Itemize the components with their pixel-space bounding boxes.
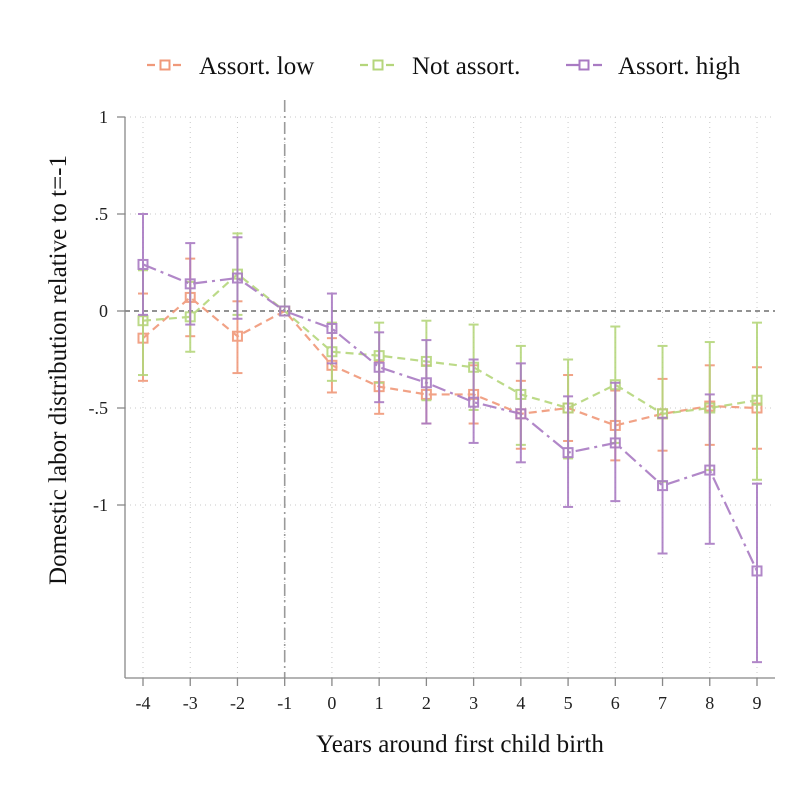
x-axis-title: Years around first child birth xyxy=(316,731,604,758)
data-point xyxy=(231,330,243,342)
data-point xyxy=(279,305,291,317)
data-point xyxy=(184,278,196,290)
data-point xyxy=(468,396,480,408)
x-tick-label: 9 xyxy=(753,693,762,713)
data-point xyxy=(515,408,527,420)
data-point xyxy=(326,322,338,334)
data-point xyxy=(751,394,763,406)
x-tick-label: -1 xyxy=(277,693,292,713)
series xyxy=(137,213,763,664)
legend-label: Assort. low xyxy=(199,53,314,80)
legend-item-1: Not assort. xyxy=(360,53,520,80)
series-line xyxy=(142,295,758,427)
data-point xyxy=(231,272,243,284)
data-point xyxy=(704,464,716,476)
y-tick-label: -1 xyxy=(93,495,108,515)
series-line xyxy=(142,263,758,572)
legend-marker xyxy=(372,59,384,71)
data-point xyxy=(562,447,574,459)
legend-marker xyxy=(578,59,590,71)
data-point xyxy=(420,377,432,389)
x-tick-label: 7 xyxy=(658,693,667,713)
legend-label: Not assort. xyxy=(412,53,520,80)
legend-label: Assort. high xyxy=(618,53,741,80)
y-tick-label: 0 xyxy=(99,301,108,321)
x-tick-label: 6 xyxy=(611,693,620,713)
x-tick-label: 1 xyxy=(375,693,384,713)
legend-item-0: Assort. low xyxy=(147,53,314,80)
x-tick-label: 0 xyxy=(327,693,336,713)
x-tick-label: 5 xyxy=(564,693,573,713)
x-tick-label: -4 xyxy=(136,693,151,713)
y-tick-label: -.5 xyxy=(89,398,109,418)
legend-item-2: Assort. high xyxy=(566,53,741,80)
data-point xyxy=(751,565,763,577)
x-tick-label: 2 xyxy=(422,693,431,713)
axes xyxy=(124,117,775,679)
data-point xyxy=(609,437,621,449)
series-1 xyxy=(137,232,763,483)
x-tick-label: 3 xyxy=(469,693,478,713)
legend: Assort. low Not assort. Assort. high xyxy=(147,53,741,80)
x-tick-label: -3 xyxy=(183,693,198,713)
x-tick-label: -2 xyxy=(230,693,245,713)
y-tick-label: 1 xyxy=(99,107,108,127)
data-point xyxy=(657,480,669,492)
tick-labels: -4 -3 -2 -1 0 1 2 3 4 5 6 7 8 9 1 .5 0 -.5 -1 xyxy=(89,107,762,713)
legend-marker xyxy=(159,59,171,71)
x-tick-label: 8 xyxy=(705,693,714,713)
series-0 xyxy=(137,257,763,462)
grid xyxy=(125,116,775,678)
x-tick-label: 4 xyxy=(516,693,525,713)
y-tick-label: .5 xyxy=(95,204,109,224)
reference-lines xyxy=(125,100,775,678)
y-axis-title: Domestic labor distribution relative to … xyxy=(45,155,72,585)
series-line xyxy=(142,272,758,415)
data-point xyxy=(373,361,385,373)
data-point xyxy=(137,315,149,327)
data-point xyxy=(137,258,149,270)
series-2 xyxy=(137,213,763,664)
